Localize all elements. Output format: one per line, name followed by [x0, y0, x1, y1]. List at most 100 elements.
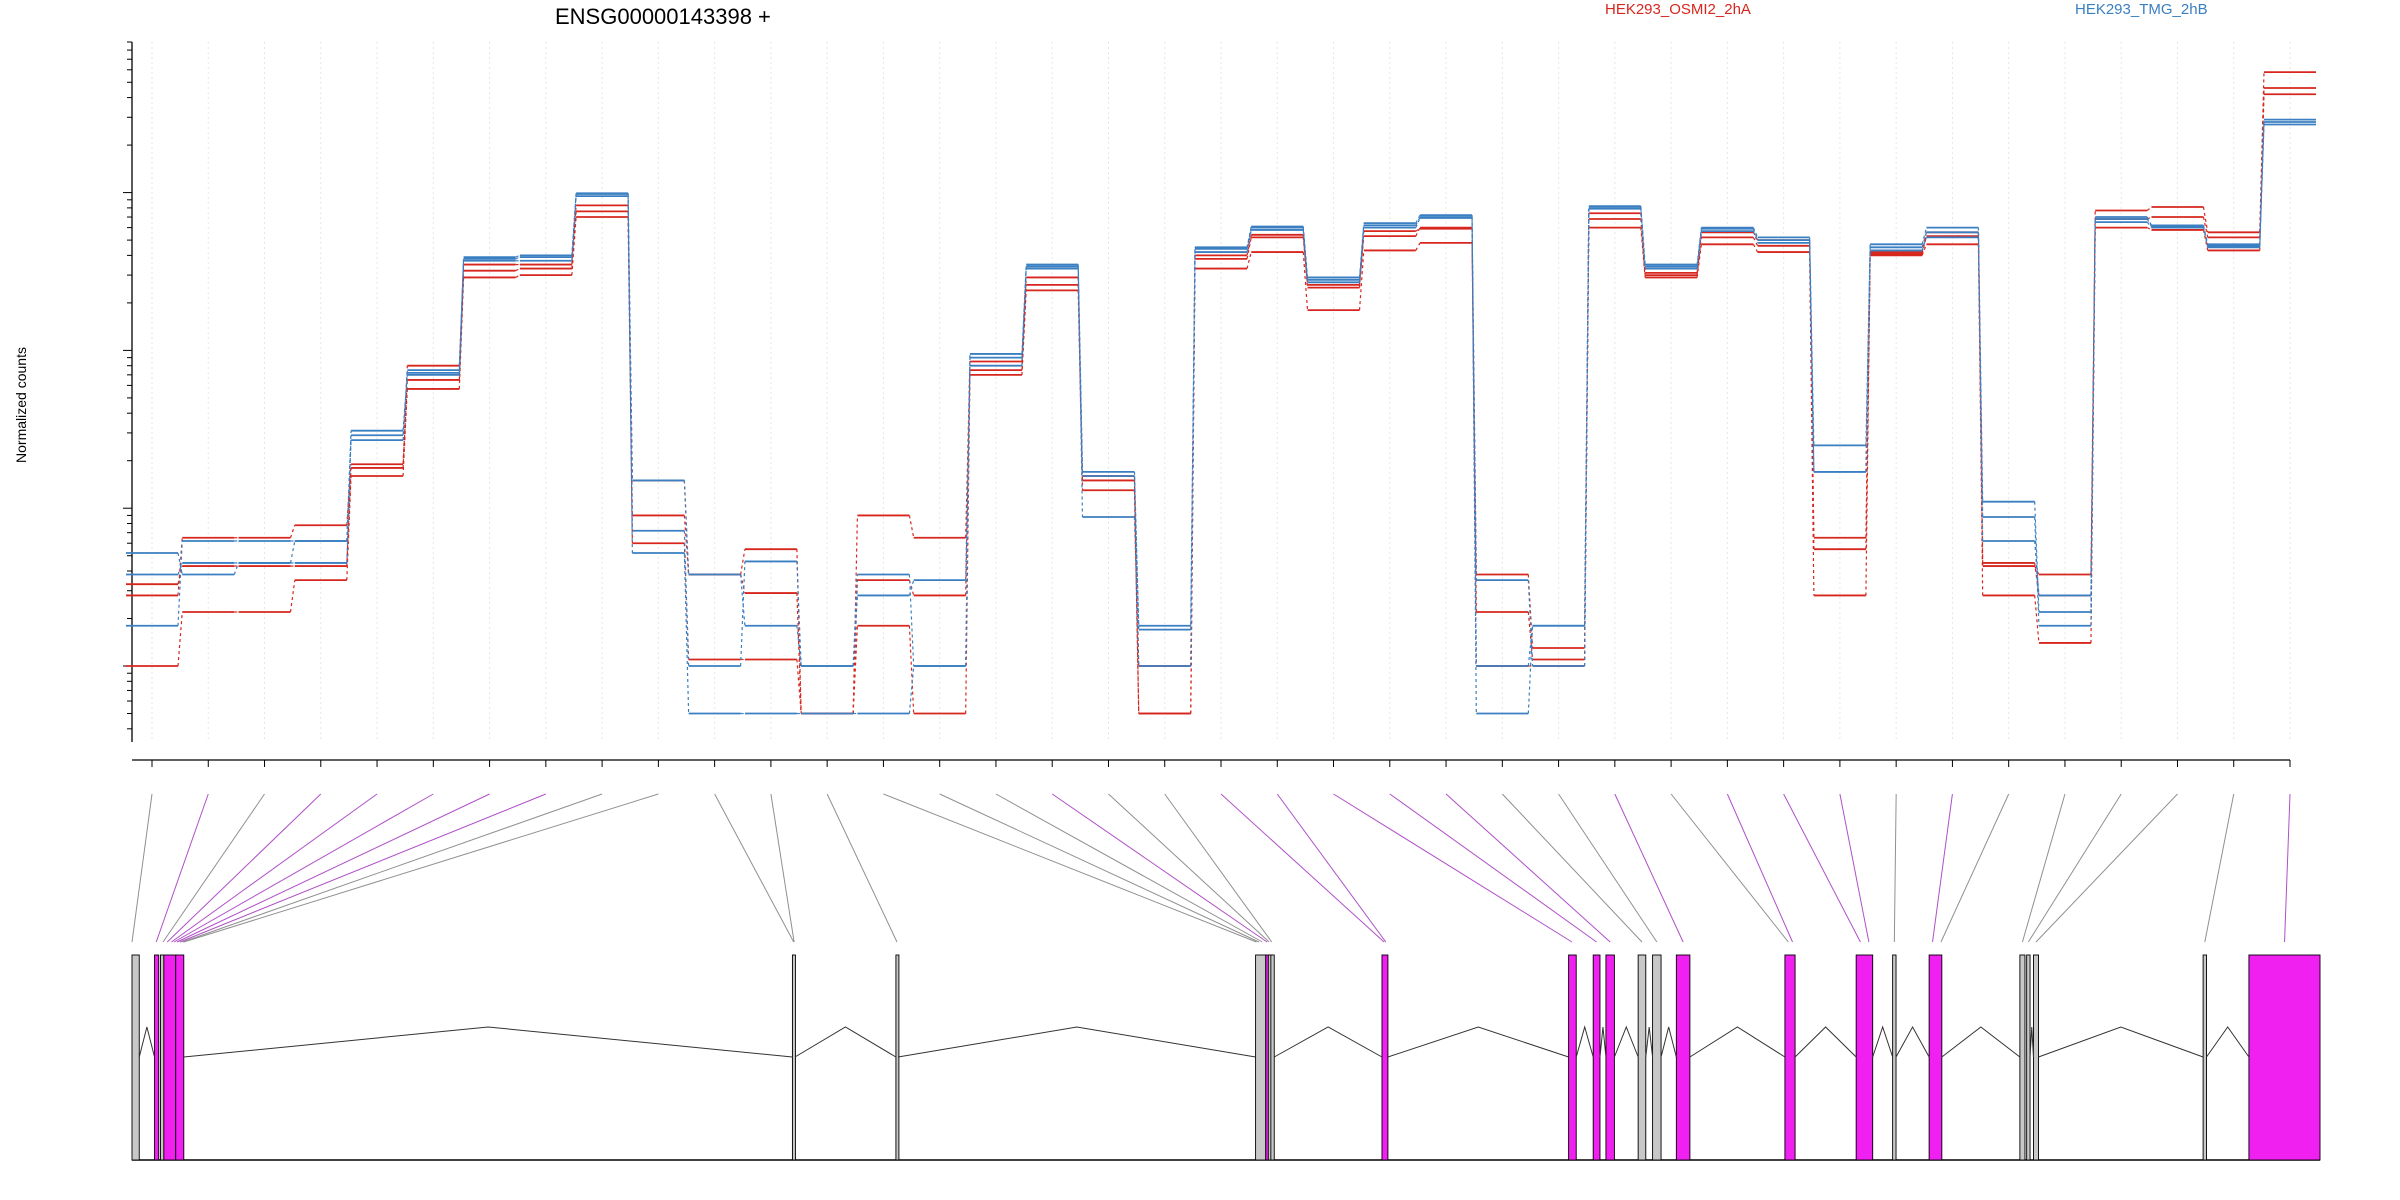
y-axis-label: Normalized counts	[13, 347, 29, 463]
bin-connector	[183, 793, 659, 943]
series-transition	[1471, 228, 1477, 575]
series-transition	[515, 274, 521, 278]
series-transition	[1246, 251, 1252, 269]
series-transition	[1696, 228, 1702, 267]
series-transition	[852, 515, 859, 714]
intron-line	[1794, 1026, 1857, 1058]
intron-line	[2206, 1026, 2250, 1058]
legend-label-tmg: HEK293_TMG_2hB	[2075, 1, 2208, 18]
exon-box	[175, 954, 185, 1161]
bin-connector	[1558, 793, 1658, 943]
series-transition	[458, 258, 465, 373]
exon-box	[1855, 954, 1874, 1161]
intron-line	[794, 1026, 897, 1058]
intron-line	[897, 1026, 1256, 1058]
bin-connector	[883, 793, 1257, 943]
series-transition	[908, 625, 915, 714]
series-transition	[627, 193, 633, 531]
series-transition	[1302, 229, 1309, 283]
series-transition	[402, 372, 408, 436]
intron-line	[1872, 1025, 1894, 1058]
series-transition	[1415, 227, 1421, 237]
bin-connector	[2035, 793, 2178, 943]
series-transition	[683, 530, 690, 667]
series-transition	[1415, 216, 1421, 226]
bin-connector	[1614, 793, 1684, 943]
series-transition	[965, 353, 971, 581]
bin-connector	[770, 793, 795, 943]
series-transition	[1865, 255, 1871, 596]
intron-line	[1387, 1026, 1569, 1058]
axes-layer	[123, 41, 2320, 1161]
series-transition	[1077, 264, 1084, 472]
series-transition	[1246, 227, 1252, 249]
series-transition	[1358, 236, 1365, 285]
series-transition	[908, 515, 915, 538]
series-transition	[740, 549, 746, 575]
series-transition	[2146, 221, 2152, 228]
series-transition	[402, 379, 408, 468]
intron-line	[1274, 1026, 1383, 1058]
series-transition	[1527, 625, 1534, 667]
intron-line	[2029, 1026, 2034, 1058]
bin-connector	[1276, 793, 1387, 943]
series-transition	[458, 277, 465, 389]
series-transition	[1133, 490, 1140, 714]
exon-box	[2019, 954, 2026, 1161]
series-3	[126, 87, 2316, 715]
bin-connector	[162, 793, 265, 943]
intron-line	[138, 1026, 156, 1058]
series-transition	[1133, 471, 1140, 626]
series-transition	[1471, 217, 1477, 714]
series-transition	[2146, 216, 2153, 226]
bin-connector	[1220, 793, 1385, 943]
bin-connector	[1839, 793, 1870, 943]
series-transition	[1415, 242, 1421, 251]
bin-connector	[1501, 793, 1643, 943]
exon-box	[2033, 954, 2039, 1161]
intron-line	[1613, 1025, 1639, 1058]
exon-box	[154, 954, 160, 1161]
series-transition	[1527, 580, 1534, 667]
bin-connector	[182, 793, 603, 943]
series-transition	[177, 611, 183, 667]
series-transition	[1752, 244, 1759, 253]
bin-connector	[2204, 793, 2235, 943]
exon-box	[1605, 954, 1615, 1161]
series-transition	[852, 595, 859, 667]
intron-line	[2038, 1026, 2204, 1058]
series-transition	[1640, 227, 1646, 278]
series-transition	[1527, 625, 1534, 714]
series-transition	[683, 480, 690, 575]
bin-connector	[1164, 793, 1273, 943]
series-transition	[571, 193, 577, 258]
series-transition	[2090, 219, 2096, 596]
bin-connector	[2027, 793, 2122, 943]
series-transition	[1583, 207, 1590, 626]
legend-label-osmi2: HEK293_OSMI2_2hA	[1605, 1, 1751, 18]
series-transition	[458, 260, 465, 375]
bin-connector	[179, 793, 547, 943]
exon-box	[2202, 954, 2207, 1161]
series-transition	[515, 268, 521, 272]
series-transition	[1921, 232, 1927, 248]
exon-box	[2248, 954, 2321, 1161]
exon-box	[1568, 954, 1577, 1161]
exon-box	[1270, 954, 1275, 1161]
series-transition	[2146, 218, 2152, 227]
bin-connector	[1051, 793, 1268, 943]
series-transition	[1921, 244, 1927, 256]
series-transition	[683, 553, 690, 714]
series-transition	[1302, 227, 1309, 280]
series-transition	[571, 196, 577, 261]
series-transition	[1640, 206, 1646, 267]
bin-connector	[1726, 793, 1793, 943]
intron-line	[1575, 1025, 1594, 1058]
series-transition	[1302, 251, 1309, 311]
series-transition	[1865, 247, 1871, 472]
chart-title: ENSG00000143398 +	[555, 4, 771, 29]
bin-connector	[826, 793, 898, 943]
series-transition	[2146, 206, 2152, 211]
series-transition	[1302, 237, 1309, 285]
exon-box	[1675, 954, 1691, 1161]
